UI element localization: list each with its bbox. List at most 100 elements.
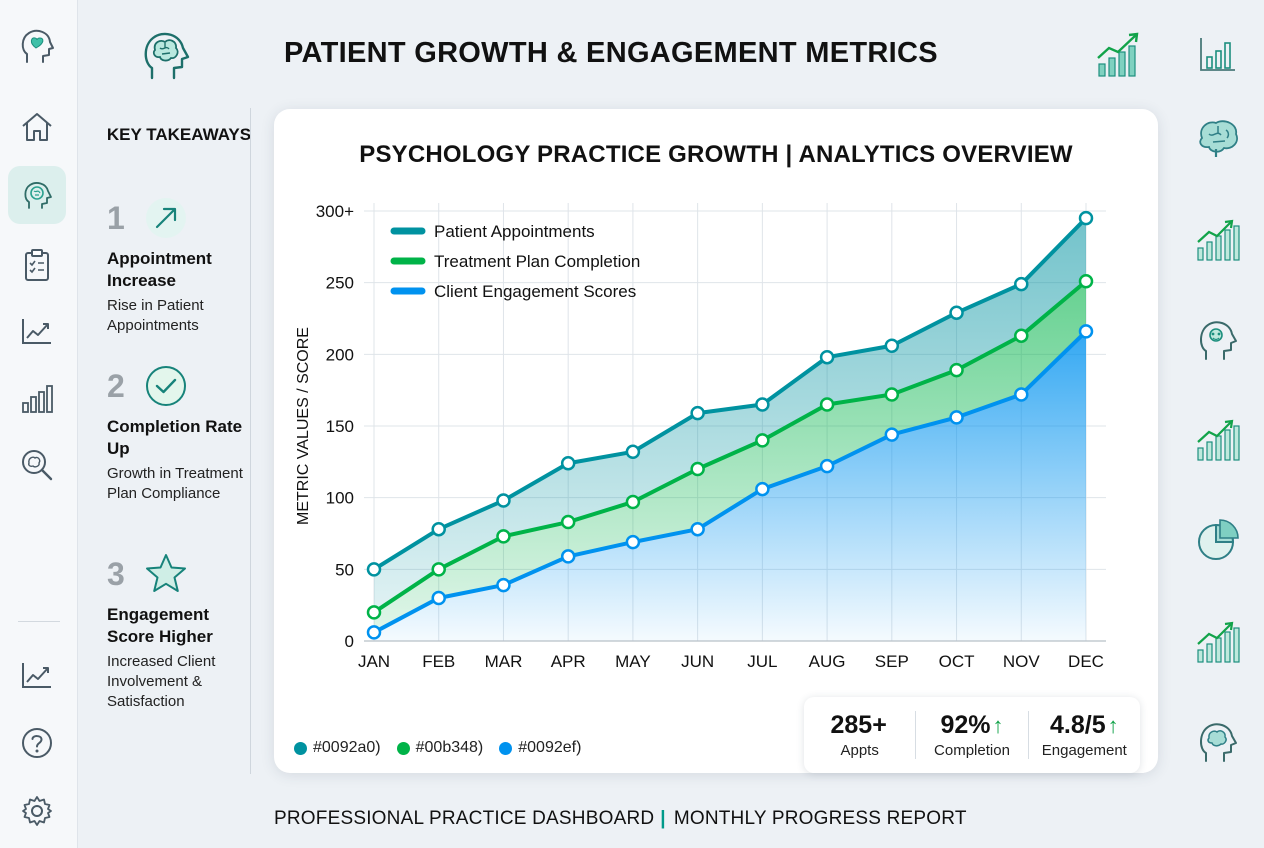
y-tick-label: 300+: [316, 202, 354, 221]
takeaway-number: 3: [107, 556, 125, 592]
legend-label: Client Engagement Scores: [434, 282, 636, 301]
rail-divider: [18, 621, 60, 622]
footer-right: MONTHLY PROGRESS REPORT: [673, 808, 967, 829]
data-point: [819, 349, 835, 365]
chart-title: PSYCHOLOGY PRACTICE GROWTH | ANALYTICS O…: [359, 141, 1073, 168]
brain-head-icon: [138, 26, 194, 84]
x-tick-label: OCT: [939, 652, 975, 671]
trend-icon[interactable]: [8, 646, 66, 704]
data-point: [884, 338, 900, 353]
data-point: [949, 362, 964, 378]
gear-icon[interactable]: [8, 782, 66, 840]
y-tick-label: 100: [326, 489, 354, 508]
swatch-item: #00b348): [396, 739, 483, 757]
x-tick-label: MAR: [485, 652, 523, 671]
bar-chart-icon[interactable]: [8, 370, 66, 428]
data-point: [819, 397, 835, 412]
data-point: [625, 444, 641, 460]
swatch-label: #0092ef): [518, 739, 582, 756]
footer: PROFESSIONAL PRACTICE DASHBOARD | MONTHLY …: [274, 808, 967, 830]
data-point: [755, 397, 770, 412]
data-point: [560, 549, 576, 564]
data-point: [690, 405, 705, 421]
search-brain-icon[interactable]: [8, 436, 66, 494]
takeaway-desc: Rise in Patient Appointments: [107, 297, 204, 334]
footer-separator: |: [660, 808, 666, 829]
swatch-dot: [499, 741, 513, 755]
page-title: PATIENT GROWTH & ENGAGEMENT METRICS: [284, 37, 938, 69]
data-point: [884, 387, 900, 402]
data-point: [366, 625, 382, 640]
legend-label: Patient Appointments: [434, 222, 595, 241]
data-point: [755, 481, 770, 497]
kpi-summary: 285+ Appts 92%↑ Completion 4.8/5↑ Engage…: [804, 697, 1140, 773]
growth-chart-icon: [1094, 30, 1146, 80]
swatch-item: #0092ef): [499, 739, 581, 757]
data-point: [431, 521, 446, 537]
growth-chart-icon: [1192, 616, 1244, 668]
kpi-completion: 92%↑ Completion: [915, 711, 1027, 759]
y-tick-label: 150: [326, 417, 354, 436]
data-point: [1014, 328, 1029, 343]
growth-chart-icon: [1192, 414, 1244, 466]
y-tick-label: 250: [326, 274, 354, 293]
footer-left: PROFESSIONAL PRACTICE DASHBOARD: [274, 808, 655, 829]
takeaway-heading: Appointment Increase: [107, 249, 212, 290]
x-tick-label: MAY: [615, 652, 651, 671]
y-axis-label: METRIC VALUES / SCORE: [295, 327, 312, 525]
data-point: [496, 529, 511, 544]
x-tick-label: AUG: [809, 652, 846, 671]
data-point: [1014, 387, 1029, 402]
takeaway-heading: Completion Rate Up: [107, 417, 243, 458]
data-point: [690, 521, 705, 537]
swatch-dot: [294, 741, 307, 755]
series-line: [372, 329, 1088, 635]
mind-head-icon: [1192, 314, 1244, 366]
x-tick-label: JUN: [681, 652, 714, 671]
data-point: [1078, 210, 1094, 226]
clipboard-icon[interactable]: [8, 236, 66, 294]
check-circle-icon: [144, 364, 188, 408]
data-point: [560, 456, 576, 471]
y-tick-label: 0: [345, 632, 354, 651]
arrow-up-right-icon: [144, 196, 188, 240]
takeaway-number: 1: [107, 200, 125, 236]
brain-icon[interactable]: [8, 166, 66, 224]
x-tick-label: APR: [551, 652, 586, 671]
series-line: [372, 216, 1088, 572]
data-point: [625, 494, 641, 510]
data-point: [560, 514, 576, 530]
home-icon[interactable]: [8, 98, 66, 156]
takeaways-title: KEY TAKEAWAYS: [106, 125, 252, 144]
left-nav-rail: [0, 0, 78, 848]
series-line: [372, 279, 1088, 615]
data-point: [496, 577, 511, 593]
kpi-value: 4.8/5: [1050, 711, 1106, 739]
line-chart-icon[interactable]: [8, 302, 66, 360]
pie-chart-icon: [1192, 514, 1244, 566]
area-chart: 0 50 100 150 200 250 300+ JAN FEB MAR APR MAY JUN JUL…: [295, 202, 1106, 671]
color-swatches: #0092a0) #00b348) #0092ef): [294, 739, 581, 757]
x-tick-label: FEB: [422, 652, 455, 671]
data-point: [819, 458, 835, 474]
data-point: [949, 305, 964, 321]
swatch-item: #0092a0): [294, 739, 381, 757]
data-point: [625, 534, 641, 550]
kpi-up-arrow-icon: ↑: [992, 713, 1004, 738]
takeaway-desc: Growth in Treatment Plan Compliance: [107, 465, 243, 502]
x-tick-label: JAN: [358, 652, 390, 671]
data-point: [1014, 276, 1029, 292]
data-point: [755, 433, 770, 448]
takeaway-desc: Increased Client Involvement & Satisfact…: [107, 653, 216, 710]
kpi-value: 92%: [940, 711, 991, 739]
data-point: [366, 605, 382, 620]
chart-card: PSYCHOLOGY PRACTICE GROWTH | ANALYTICS O…: [274, 109, 1158, 773]
help-icon[interactable]: [8, 714, 66, 772]
kpi-up-arrow-icon: ↑: [1107, 713, 1119, 738]
x-tick-label: NOV: [1003, 652, 1041, 671]
y-tick-label: 200: [326, 345, 354, 364]
data-point: [1078, 273, 1094, 289]
y-tick-label: 50: [335, 560, 354, 579]
kpi-appointments: 285+ Appts: [804, 711, 915, 759]
heart-head-icon[interactable]: [8, 18, 66, 76]
